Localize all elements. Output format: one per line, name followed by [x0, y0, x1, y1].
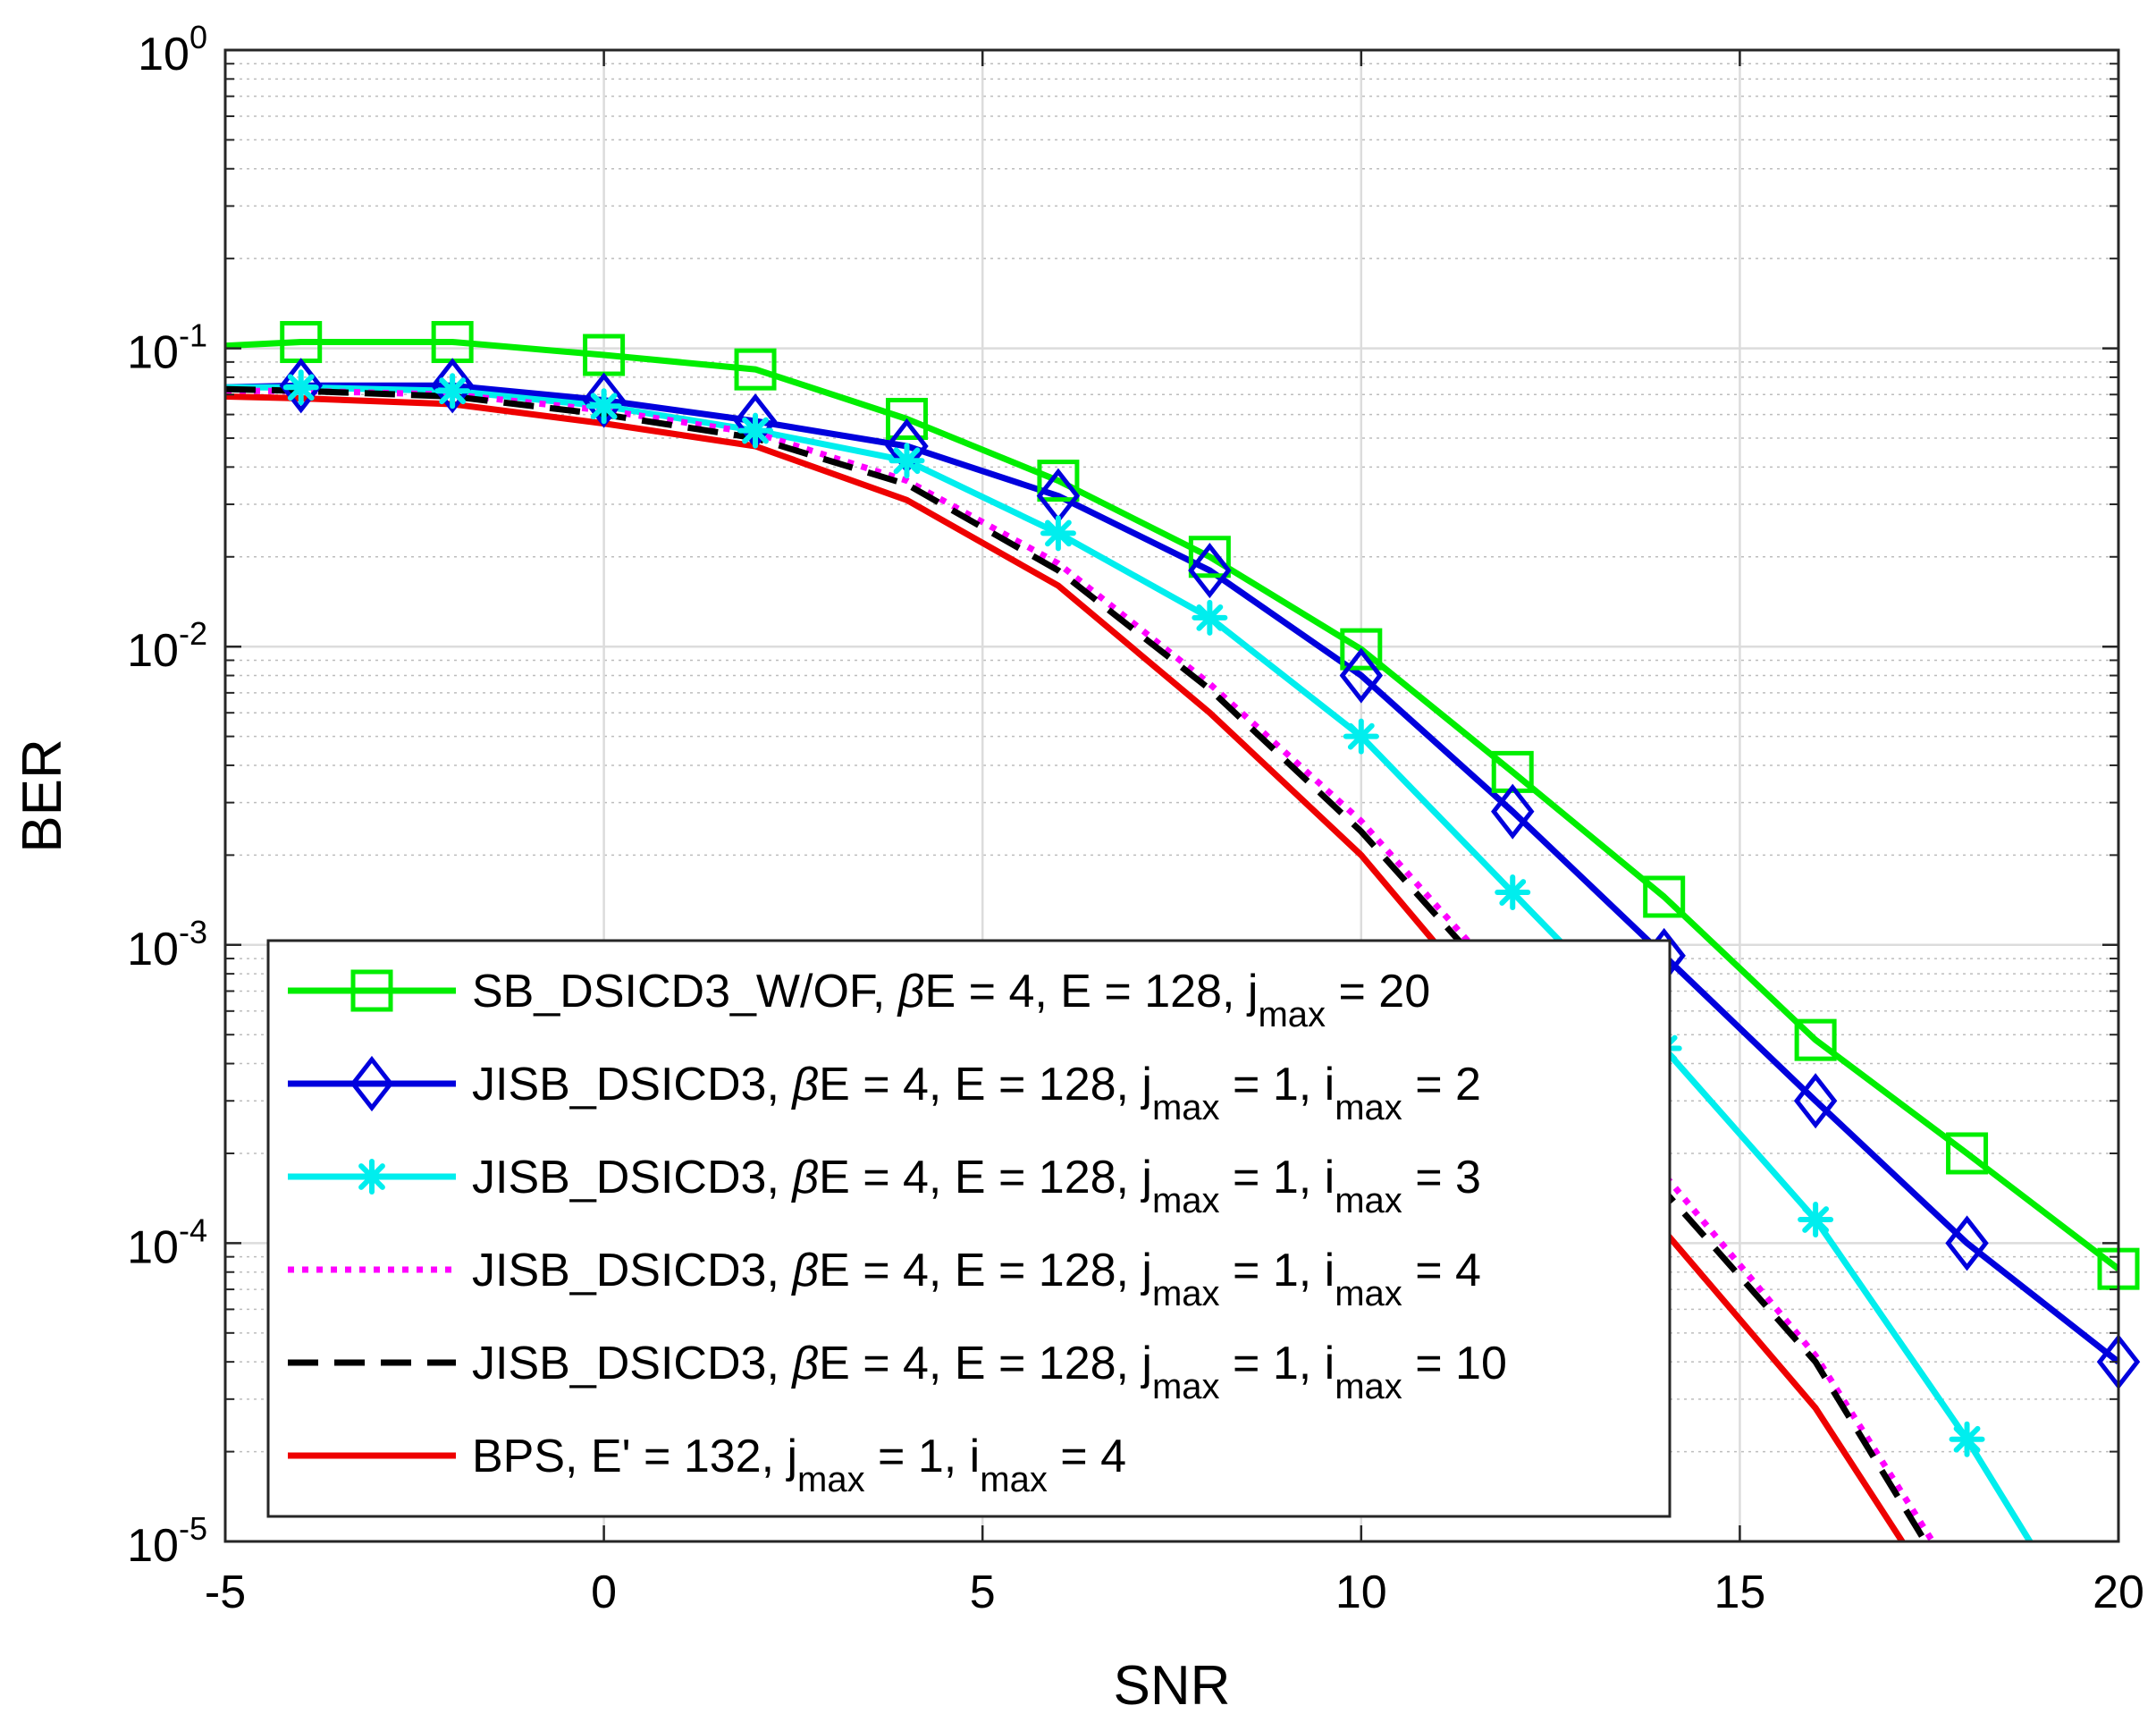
- asterisk-stroke: [358, 1163, 385, 1190]
- y-tick-label: 10-2: [127, 615, 207, 677]
- series-1-marker: [1946, 1132, 1989, 1175]
- series-1-marker: [1794, 1018, 1837, 1061]
- y-tick-label: 10-1: [127, 317, 207, 379]
- y-tick-label: 10-3: [127, 914, 207, 975]
- series-3-marker: [282, 369, 319, 406]
- asterisk-stroke: [742, 417, 769, 444]
- series-2-marker: [1188, 542, 1232, 599]
- asterisk-stroke: [590, 393, 618, 420]
- x-tick-label: -5: [205, 1566, 246, 1618]
- x-tick-label: 5: [970, 1566, 996, 1618]
- series-2-marker: [1945, 1215, 1989, 1271]
- series-3-marker: [1495, 874, 1531, 911]
- asterisk-stroke: [1045, 519, 1072, 547]
- legend-label-1: SB_DSICD3_W/OF, βE = 4, E = 128, jmax = …: [472, 966, 1430, 1034]
- series-line-3: [225, 384, 2034, 1541]
- series-2-marker: [582, 372, 626, 428]
- marker-layer: [279, 321, 2141, 1457]
- series-3-marker: [737, 412, 774, 449]
- series-3-marker: [889, 443, 925, 479]
- legend-label-4: JISB_DSICD3, βE = 4, E = 128, jmax = 1, …: [472, 1245, 1481, 1313]
- plot-frame: [223, 48, 2120, 1543]
- legend-label-6: BPS, E' = 132, jmax = 1, imax = 4: [472, 1431, 1126, 1499]
- series-3-marker: [1798, 1201, 1834, 1237]
- series-3-marker: [434, 373, 471, 410]
- series-line-4: [225, 387, 1937, 1541]
- y-tick-label: 100: [138, 19, 207, 80]
- y-axis-label: BER: [12, 739, 73, 852]
- legend-marker-1: [350, 969, 393, 1012]
- asterisk-stroke: [1347, 722, 1375, 750]
- series-2-marker: [430, 358, 475, 414]
- asterisk-stroke: [439, 377, 467, 405]
- x-tick-labels: -5 0 5 10 15 20: [205, 1566, 2144, 1618]
- series-1-marker: [1037, 460, 1080, 502]
- legend-label-2: JISB_DSICD3, βE = 4, E = 128, jmax = 1, …: [472, 1059, 1481, 1127]
- asterisk-stroke: [287, 374, 315, 401]
- series-2-marker: [1793, 1073, 1838, 1129]
- x-axis-label: SNR: [1114, 1655, 1231, 1714]
- series-2-marker: [1491, 783, 1535, 840]
- y-tick-label: 10-5: [127, 1510, 207, 1572]
- asterisk-stroke: [1499, 879, 1527, 906]
- series-line-2: [225, 382, 2118, 1364]
- series-3-marker: [1192, 599, 1228, 636]
- series-line-1: [225, 339, 2118, 1271]
- series-2-marker: [1339, 647, 1384, 704]
- x-tick-label: 0: [591, 1566, 617, 1618]
- legend-label-5: JISB_DSICD3, βE = 4, E = 128, jmax = 1, …: [472, 1338, 1507, 1406]
- legend: SB_DSICD3_W/OF, βE = 4, E = 128, jmax = …: [266, 939, 1672, 1518]
- y-tick-labels: 100 10-1 10-2 10-3 10-4 10-5: [127, 19, 207, 1572]
- x-tick-label: 20: [2093, 1566, 2144, 1618]
- series-1-marker: [1643, 875, 1686, 918]
- asterisk-stroke: [1953, 1425, 1981, 1453]
- legend-marker-2: [350, 1055, 394, 1112]
- asterisk-stroke: [893, 447, 921, 475]
- series-3-marker: [585, 388, 622, 425]
- legend-box: [266, 939, 1672, 1518]
- x-tick-label: 15: [1714, 1566, 1765, 1618]
- series-1-marker: [1340, 628, 1383, 671]
- asterisk-stroke: [1802, 1206, 1830, 1233]
- x-tick-label: 10: [1335, 1566, 1387, 1618]
- y-tick-label: 10-4: [127, 1212, 207, 1273]
- asterisk-stroke: [1196, 604, 1224, 631]
- series-3-marker: [1949, 1421, 1985, 1457]
- series-1-marker: [734, 348, 777, 391]
- series-3-marker: [1040, 515, 1076, 552]
- tick-marks: [223, 48, 2120, 1543]
- series-1-marker: [1188, 536, 1231, 578]
- legend-label-3: JISB_DSICD3, βE = 4, E = 128, jmax = 1, …: [472, 1152, 1481, 1220]
- series-1-marker: [885, 398, 928, 441]
- series-3-marker: [1343, 718, 1379, 755]
- legend-marker-3: [354, 1159, 390, 1195]
